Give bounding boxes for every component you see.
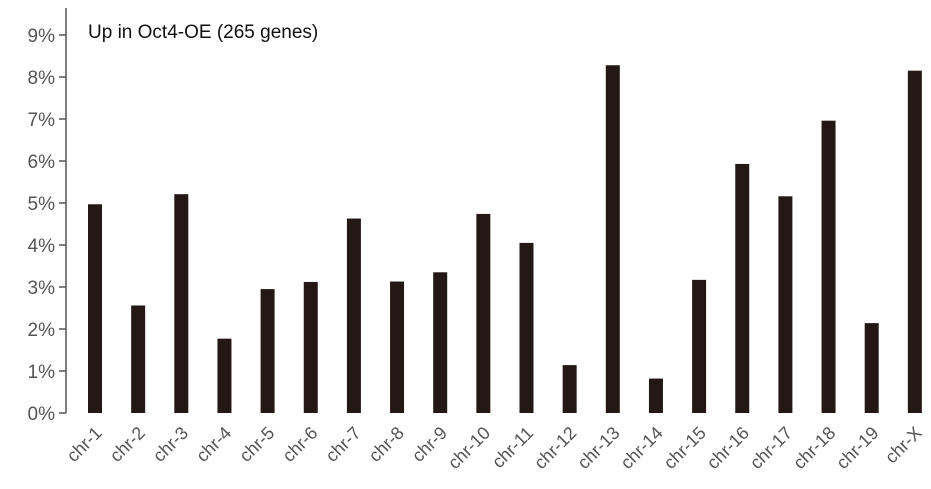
bar-chr-11 [519, 242, 534, 413]
x-tick-label: chr-5 [235, 423, 278, 466]
bar-chr-2 [131, 305, 146, 413]
bar-chr-3 [174, 194, 189, 413]
y-tick-label: 4% [28, 236, 56, 257]
x-tick-label: chr-13 [573, 423, 623, 473]
y-tick-label: 6% [28, 152, 56, 173]
x-tick-label: chr-4 [192, 423, 235, 466]
bars [88, 65, 922, 414]
x-tick-label: chr-18 [789, 423, 839, 473]
x-tick-label: chr-11 [488, 423, 537, 472]
y-tick-label: 9% [28, 26, 56, 47]
x-tick-label: chr-7 [322, 423, 365, 466]
x-tick-label: chr-8 [365, 423, 408, 466]
bar-chr-16 [735, 163, 750, 413]
y-tick-label: 8% [28, 68, 56, 89]
bar-chr-8 [390, 281, 405, 413]
x-tick-label: chr-3 [149, 423, 192, 466]
x-tick-label: chr-X [881, 423, 926, 468]
bar-chr-X [907, 70, 922, 413]
x-tick-label: chr-14 [617, 423, 667, 473]
bar-chr-1 [88, 204, 102, 413]
x-tick-label: chr-1 [63, 423, 106, 466]
bar-chr-5 [260, 289, 275, 413]
bar-chr-9 [433, 272, 448, 413]
x-tick-label: chr-17 [746, 423, 796, 473]
y-tick-label: 1% [28, 362, 56, 383]
y-tick-label: 5% [28, 194, 56, 215]
x-tick-label: chr-2 [106, 423, 149, 466]
bar-chr-17 [778, 196, 793, 413]
chart-title: Up in Oct4-OE (265 genes) [88, 22, 318, 43]
y-tick-label: 3% [28, 278, 56, 299]
x-tick-label: chr-15 [660, 423, 710, 473]
y-tick-label: 7% [28, 110, 56, 131]
bar-chr-12 [562, 365, 577, 413]
bar-chr-18 [821, 120, 836, 414]
bar-chr-4 [217, 338, 232, 413]
y-tick-label: 0% [28, 404, 56, 425]
y-tick-label: 2% [28, 320, 56, 341]
x-tick-label: chr-19 [832, 423, 882, 473]
x-tick-label: chr-12 [530, 423, 580, 473]
bar-chr-13 [605, 65, 620, 414]
bar-chr-14 [648, 378, 663, 413]
x-tick-label: chr-10 [444, 423, 494, 473]
bar-chr-6 [303, 281, 318, 413]
x-tick-label: chr-16 [703, 423, 753, 473]
bar-chr-15 [692, 279, 707, 413]
bar-chr-19 [864, 323, 879, 413]
y-axis: 0% 1% 2% 3% 4% 5% 6% 7% 8% 9% [28, 8, 67, 425]
x-tick-label: chr-6 [278, 423, 321, 466]
bar-chr-7 [346, 218, 361, 413]
x-axis-labels: chr-1 chr-2 chr-3 chr-4 chr-5 chr-6 chr-7 chr-8… [63, 423, 926, 473]
bar-chr-10 [476, 213, 491, 413]
